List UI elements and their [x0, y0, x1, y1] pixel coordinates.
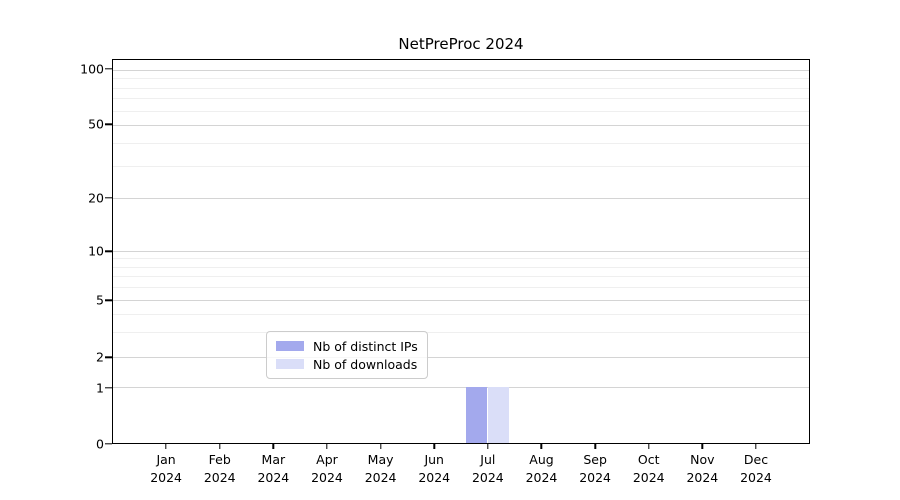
y-tick-label-0: 0 — [96, 436, 104, 452]
chart-title: NetPreProc 2024 — [398, 35, 524, 53]
gridline-minor — [113, 258, 809, 259]
x-tick-label-aug: Aug 2024 — [525, 452, 558, 486]
y-tick-label-100: 100 — [80, 61, 104, 77]
x-tick-label-sep: Sep 2024 — [579, 452, 612, 486]
x-tick-mark — [219, 444, 221, 449]
x-tick-label-mar: Mar 2024 — [257, 452, 290, 486]
x-tick-label-jul: Jul 2024 — [471, 452, 504, 486]
x-tick-mark — [701, 444, 704, 449]
gridline-major-2 — [113, 356, 809, 358]
y-tick-mark — [105, 387, 112, 389]
legend-item-distinct-ips: Nb of distinct IPs — [276, 337, 418, 355]
gridline-minor — [113, 287, 809, 289]
x-tick-mark — [540, 444, 543, 449]
x-tick-mark — [755, 444, 757, 449]
x-tick-mark — [433, 444, 435, 449]
x-tick-label-dec: Dec 2024 — [740, 452, 772, 486]
gridline-minor — [113, 97, 809, 99]
x-tick-mark — [379, 444, 382, 449]
y-tick-mark — [105, 443, 112, 445]
gridline-major-1 — [113, 387, 809, 389]
y-tick-mark — [105, 68, 112, 70]
gridline-minor — [113, 110, 809, 112]
legend-label-downloads: Nb of downloads — [313, 356, 418, 372]
x-tick-mark — [487, 444, 489, 449]
x-tick-mark — [594, 444, 596, 449]
legend-item-downloads: Nb of downloads — [276, 355, 418, 373]
gridline-minor — [113, 313, 809, 315]
x-tick-label-may: May 2024 — [364, 452, 397, 486]
gridline-minor — [113, 78, 809, 79]
gridline-minor — [113, 276, 809, 277]
gridline-major-5 — [113, 300, 809, 302]
y-tick-mark — [105, 356, 112, 359]
legend-swatch-downloads — [276, 359, 304, 369]
y-tick-label-2: 2 — [96, 349, 104, 365]
y-tick-label-1: 1 — [96, 380, 104, 396]
x-tick-label-jun: Jun 2024 — [418, 452, 451, 486]
y-tick-mark — [105, 299, 112, 302]
bar-nb-of-distinct-ips-jul — [466, 387, 488, 443]
x-tick-mark — [165, 444, 167, 449]
y-tick-mark — [105, 196, 112, 199]
y-tick-label-20: 20 — [88, 190, 104, 206]
gridline-major-50 — [113, 125, 809, 127]
y-tick-mark — [105, 123, 112, 126]
y-tick-mark — [105, 250, 112, 252]
y-tick-label-10: 10 — [88, 243, 104, 259]
gridline-minor — [113, 143, 809, 145]
gridline-major-20 — [113, 197, 809, 199]
gridline-major-10 — [113, 251, 809, 253]
bar-nb-of-downloads-jul — [488, 387, 510, 443]
plot-area — [112, 59, 810, 444]
x-tick-label-apr: Apr 2024 — [311, 452, 343, 486]
x-tick-mark — [648, 444, 650, 449]
gridline-minor — [113, 87, 809, 89]
x-tick-label-feb: Feb 2024 — [203, 452, 236, 486]
gridline-minor — [113, 266, 809, 268]
legend-label-distinct-ips: Nb of distinct IPs — [313, 338, 418, 354]
x-tick-mark — [272, 444, 275, 449]
x-tick-label-nov: Nov 2024 — [686, 452, 719, 486]
x-tick-mark — [326, 444, 328, 449]
x-tick-label-oct: Oct 2024 — [632, 452, 665, 486]
legend: Nb of distinct IPs Nb of downloads — [266, 331, 428, 379]
x-tick-label-jan: Jan 2024 — [150, 452, 182, 486]
legend-swatch-distinct-ips — [276, 341, 304, 351]
y-tick-label-50: 50 — [88, 116, 104, 132]
gridline-major-100 — [113, 69, 809, 71]
gridline-minor — [113, 166, 809, 168]
y-tick-label-5: 5 — [96, 292, 104, 308]
gridline-minor — [113, 331, 809, 333]
